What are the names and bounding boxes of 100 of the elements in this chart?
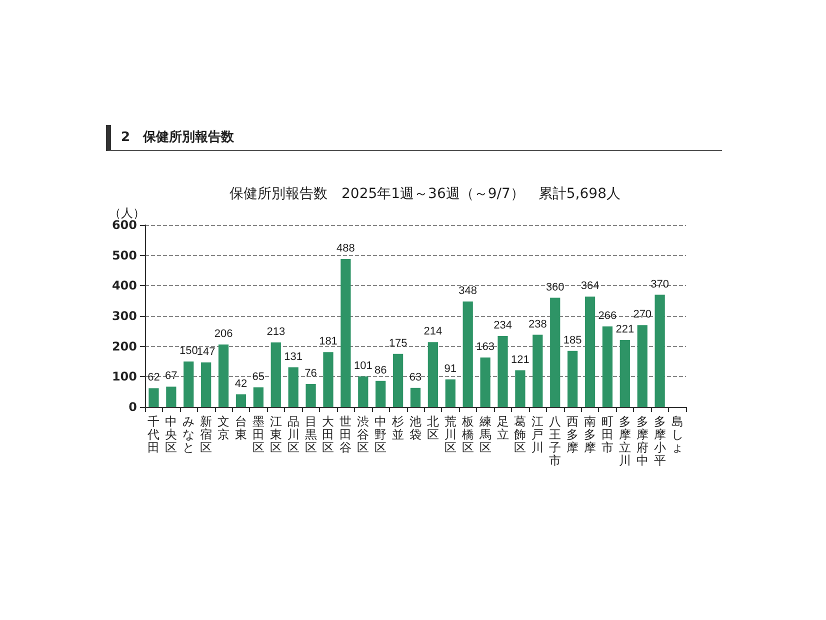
x-tick-label: 新宿区 xyxy=(200,414,212,454)
data-label: 150 xyxy=(179,345,198,357)
data-label: 348 xyxy=(458,284,478,297)
data-label: 364 xyxy=(580,280,600,292)
x-tick-label: 多摩小平 xyxy=(654,414,666,468)
data-label: 62 xyxy=(148,372,160,384)
data-label: 181 xyxy=(319,336,338,348)
data-label: 370 xyxy=(650,278,669,290)
x-tick-label: 大田区 xyxy=(322,414,334,454)
data-label: 238 xyxy=(528,318,547,330)
x-tick-label: 板橋区 xyxy=(460,414,474,454)
x-tick-label: 台東 xyxy=(234,414,247,442)
data-label: 91 xyxy=(444,362,457,375)
bar xyxy=(584,296,596,407)
x-tick-label: 葛飾区 xyxy=(514,414,526,454)
y-tick-label: 200 xyxy=(112,339,137,354)
y-tick-label: 600 xyxy=(112,218,137,232)
bar xyxy=(654,294,665,407)
bar xyxy=(462,301,473,407)
data-label: 121 xyxy=(511,354,530,366)
x-tick-label: 中央区 xyxy=(165,414,178,454)
bar xyxy=(358,376,368,407)
y-tick-label: 500 xyxy=(112,248,137,262)
x-tick-label: 西多摩 xyxy=(566,414,579,454)
bar xyxy=(392,354,404,407)
data-label: 270 xyxy=(633,308,652,321)
x-tick-label: 多摩立川 xyxy=(618,414,631,468)
y-tick-label: 100 xyxy=(112,370,137,384)
data-label: 206 xyxy=(214,328,233,340)
x-tick-label: 杉並 xyxy=(391,414,404,442)
data-label: 101 xyxy=(354,360,372,372)
y-axis-title: （人） xyxy=(109,206,145,220)
y-tick-label: 0 xyxy=(128,400,137,414)
bar xyxy=(410,388,421,407)
x-tick-label: 江戸川 xyxy=(532,414,544,454)
bar xyxy=(602,326,613,407)
x-tick-label: 池袋 xyxy=(410,414,422,442)
data-label: 213 xyxy=(266,326,286,338)
data-label: 234 xyxy=(494,320,512,332)
data-label: 131 xyxy=(284,350,303,363)
bar xyxy=(236,394,246,407)
bar xyxy=(428,342,438,407)
x-tick-label: 北区 xyxy=(426,414,439,442)
bar xyxy=(376,380,386,407)
data-label: 76 xyxy=(304,367,317,380)
x-tick-label: 墨田区 xyxy=(252,414,264,454)
bar xyxy=(166,386,176,407)
x-tick-label: 足立 xyxy=(496,414,509,442)
bar xyxy=(148,388,159,407)
bar xyxy=(253,387,264,407)
x-tick-label: 荒川区 xyxy=(444,414,456,454)
x-tick-label: 八王子市 xyxy=(549,414,562,468)
bar xyxy=(184,362,194,407)
data-label: 221 xyxy=(616,323,634,336)
bar xyxy=(515,370,526,407)
bar xyxy=(218,344,229,407)
bar xyxy=(323,352,334,407)
x-tick-label: 江東区 xyxy=(270,414,282,454)
x-tick-label: 町田市 xyxy=(601,414,614,454)
y-tick-label: 300 xyxy=(112,309,137,323)
x-tick-label: 中野区 xyxy=(374,414,387,454)
bar xyxy=(550,298,560,407)
bar xyxy=(306,384,316,407)
data-label: 360 xyxy=(546,281,564,294)
data-label: 488 xyxy=(336,242,355,254)
bar xyxy=(532,334,543,407)
bar xyxy=(498,336,508,407)
bar xyxy=(480,358,490,407)
x-tick-label: 文京 xyxy=(218,414,230,442)
data-label: 42 xyxy=(234,378,248,390)
x-tick-label: 練馬区 xyxy=(478,414,492,454)
x-tick-label: 世田谷 xyxy=(340,414,352,454)
bar xyxy=(270,342,281,407)
x-tick-label: 渋谷区 xyxy=(357,414,370,454)
x-tick-label: 南多摩 xyxy=(584,414,596,454)
x-tick-label: 多摩府中 xyxy=(636,414,648,468)
data-label: 214 xyxy=(424,326,442,338)
x-tick-label: 島しょ xyxy=(671,414,684,454)
bar xyxy=(340,258,351,407)
y-tick-label: 400 xyxy=(112,278,137,293)
bar xyxy=(201,362,212,407)
x-tick-label: 目黒区 xyxy=(304,414,317,454)
data-label: 147 xyxy=(196,346,216,358)
data-label: 185 xyxy=(563,334,582,346)
data-label: 266 xyxy=(598,310,617,322)
x-tick-label: 品川区 xyxy=(287,414,300,454)
data-label: 163 xyxy=(476,341,494,354)
bar xyxy=(568,350,578,407)
data-label: 63 xyxy=(409,371,422,384)
data-label: 175 xyxy=(388,337,408,350)
data-label: 86 xyxy=(374,364,387,376)
bar xyxy=(445,379,456,407)
data-label: 67 xyxy=(165,370,178,382)
text: 2 保健所別報告数 xyxy=(106,125,722,151)
chart-title: 保健所別報告数 2025年1週～36週（～9/7） 累計5,698人 xyxy=(230,186,620,202)
bar xyxy=(288,367,298,407)
bar xyxy=(637,325,648,407)
data-label: 65 xyxy=(252,370,265,383)
bar xyxy=(620,340,630,407)
x-tick-label: 千代田 xyxy=(146,414,160,454)
